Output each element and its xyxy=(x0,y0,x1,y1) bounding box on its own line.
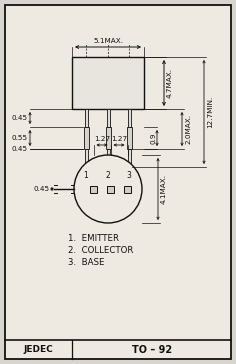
Bar xyxy=(127,109,131,127)
Text: 2.  COLLECTOR: 2. COLLECTOR xyxy=(68,246,133,255)
Text: 0.9: 0.9 xyxy=(150,132,156,144)
Text: 4.7MAX.: 4.7MAX. xyxy=(167,68,173,98)
Text: 1: 1 xyxy=(84,171,88,180)
Bar xyxy=(107,186,114,193)
Text: 0.45: 0.45 xyxy=(12,115,28,121)
Text: 1.27: 1.27 xyxy=(111,136,127,142)
Text: 0.45: 0.45 xyxy=(12,146,28,152)
Bar xyxy=(84,127,88,149)
Bar xyxy=(106,149,110,167)
Text: 0.45: 0.45 xyxy=(34,186,50,192)
Bar xyxy=(84,109,88,127)
Bar xyxy=(127,149,131,167)
Text: 2: 2 xyxy=(106,171,110,180)
Bar xyxy=(90,186,97,193)
Text: 1.  EMITTER: 1. EMITTER xyxy=(68,234,119,243)
Bar xyxy=(72,57,144,109)
Bar xyxy=(126,127,131,149)
Text: 4.1MAX.: 4.1MAX. xyxy=(161,174,167,204)
Text: 1.27: 1.27 xyxy=(94,136,110,142)
Bar xyxy=(84,149,88,167)
Text: 3: 3 xyxy=(126,171,131,180)
Text: 12.7MIN.: 12.7MIN. xyxy=(207,96,213,128)
Text: JEDEC: JEDEC xyxy=(23,345,53,355)
Bar xyxy=(106,109,110,127)
Text: 2.0MAX.: 2.0MAX. xyxy=(185,114,191,144)
Text: 3.  BASE: 3. BASE xyxy=(68,258,105,267)
Text: 0.55: 0.55 xyxy=(12,135,28,141)
Bar xyxy=(124,186,131,193)
Text: TO – 92: TO – 92 xyxy=(132,345,172,355)
Circle shape xyxy=(74,155,142,223)
Text: 5.1MAX.: 5.1MAX. xyxy=(93,38,123,44)
Bar xyxy=(105,127,110,149)
